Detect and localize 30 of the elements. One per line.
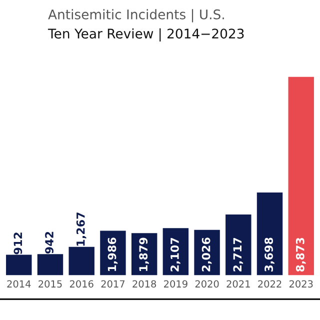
x-tick-label: 2023 [289,280,313,288]
data-label: 2,026 [202,238,212,272]
x-tick-label: 2016 [70,280,94,288]
data-label: 3,698 [264,238,274,272]
x-tick-label: 2015 [38,280,62,288]
data-label: 912 [14,232,22,254]
x-tick-label: 2021 [226,280,250,288]
x-tick-label: 2019 [164,280,188,288]
data-label: 8,873 [296,238,306,272]
bar [226,214,252,276]
x-tick-label: 2020 [195,280,219,288]
data-label: 1,986 [108,238,118,271]
x-tick-label: 2017 [101,280,124,288]
x-tick-label: 2014 [7,280,31,288]
x-tick-label: 2018 [132,280,156,288]
bar [68,246,94,276]
bar [6,254,32,276]
chart-title: Antisemitic Incidents | U.S. [48,9,224,22]
data-label: 2,717 [233,238,244,272]
bar [162,228,189,276]
bar [256,192,283,276]
data-label: 1,879 [139,238,149,271]
bar [288,76,314,276]
chart-subtitle: Ten Year Review | 2014−2023 [48,28,244,42]
x-tick-label: 2022 [258,280,282,288]
data-label: 942 [45,232,54,254]
data-label: 1,267 [76,212,86,246]
bar [194,230,220,276]
data-label: 2,107 [170,238,180,272]
bar [37,254,64,276]
